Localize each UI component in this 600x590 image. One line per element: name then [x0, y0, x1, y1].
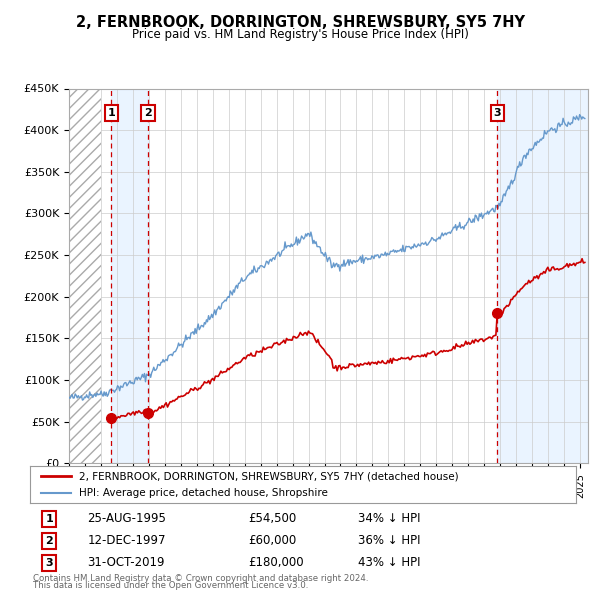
Bar: [112, 88, 148, 463]
Text: £180,000: £180,000: [248, 556, 304, 569]
Text: 25-AUG-1995: 25-AUG-1995: [88, 513, 166, 526]
Text: 31-OCT-2019: 31-OCT-2019: [88, 556, 165, 569]
Text: £54,500: £54,500: [248, 513, 296, 526]
Text: 2, FERNBROOK, DORRINGTON, SHREWSBURY, SY5 7HY: 2, FERNBROOK, DORRINGTON, SHREWSBURY, SY…: [76, 15, 524, 30]
Text: This data is licensed under the Open Government Licence v3.0.: This data is licensed under the Open Gov…: [33, 581, 308, 590]
Text: 36% ↓ HPI: 36% ↓ HPI: [358, 535, 420, 548]
Text: 12-DEC-1997: 12-DEC-1997: [88, 535, 166, 548]
Bar: [497, 88, 588, 463]
Text: 1: 1: [45, 514, 53, 524]
Text: 34% ↓ HPI: 34% ↓ HPI: [358, 513, 420, 526]
Text: £60,000: £60,000: [248, 535, 296, 548]
Text: 3: 3: [494, 108, 501, 118]
Text: Contains HM Land Registry data © Crown copyright and database right 2024.: Contains HM Land Registry data © Crown c…: [33, 573, 368, 583]
Text: 2: 2: [45, 536, 53, 546]
Text: 1: 1: [107, 108, 115, 118]
Text: 2, FERNBROOK, DORRINGTON, SHREWSBURY, SY5 7HY (detached house): 2, FERNBROOK, DORRINGTON, SHREWSBURY, SY…: [79, 471, 459, 481]
Text: 3: 3: [45, 558, 53, 568]
Text: HPI: Average price, detached house, Shropshire: HPI: Average price, detached house, Shro…: [79, 488, 328, 498]
Text: 43% ↓ HPI: 43% ↓ HPI: [358, 556, 420, 569]
Text: Price paid vs. HM Land Registry's House Price Index (HPI): Price paid vs. HM Land Registry's House …: [131, 28, 469, 41]
Bar: [69, 88, 101, 463]
Text: 2: 2: [144, 108, 152, 118]
